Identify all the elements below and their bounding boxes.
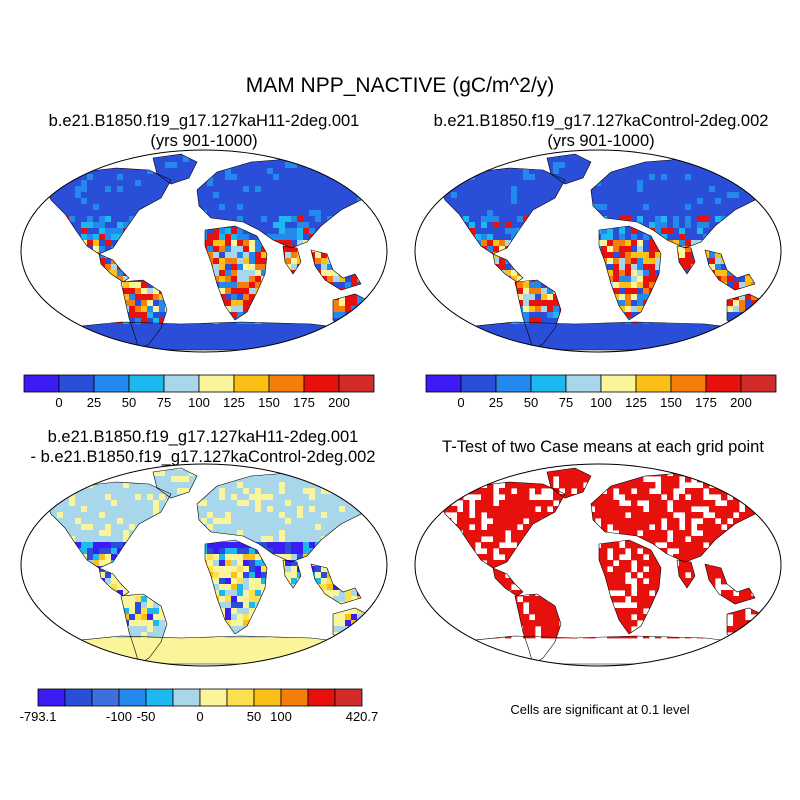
colorbar-box — [460, 374, 497, 393]
colorbar-box — [495, 374, 532, 393]
colorbar-label: 200 — [730, 395, 752, 410]
colorbar-box — [303, 374, 340, 393]
panel-diff-case1: b.e21.B1850.f19_g17.127kaH11-2deg.001 — [47, 428, 359, 446]
colorbar-label: 175 — [695, 395, 717, 410]
colorbar-label: -50 — [137, 709, 156, 724]
colorbar-label: -100 — [106, 709, 132, 724]
panel-case2-title: b.e21.B1850.f19_g17.127kaControl-2deg.00… — [406, 111, 796, 151]
colorbar-label: 50 — [122, 395, 136, 410]
panel-ttest-title: T-Test of two Case means at each grid po… — [442, 438, 764, 456]
colorbar-label: 25 — [489, 395, 503, 410]
panel-case1-years: (yrs 901-1000) — [150, 132, 258, 150]
colorbar-box — [172, 688, 201, 707]
significance-note: Cells are significant at 0.1 level — [510, 702, 690, 717]
colorbar-box — [163, 374, 200, 393]
colorbar-box — [226, 688, 255, 707]
colorbar-label: 0 — [457, 395, 464, 410]
colorbar-box — [635, 374, 672, 393]
colorbar-label: 125 — [223, 395, 245, 410]
map-border — [414, 149, 782, 353]
colorbar-box — [740, 374, 777, 393]
panel-case2-years: (yrs 901-1000) — [547, 132, 655, 150]
colorbar-box — [334, 688, 363, 707]
colorbar-label: 25 — [87, 395, 101, 410]
panel-case1-title: b.e21.B1850.f19_g17.127kaH11-2deg.001 (y… — [14, 111, 394, 151]
map-field-diff — [21, 464, 387, 666]
map-field-case1 — [21, 150, 387, 352]
colorbar-box — [565, 374, 602, 393]
colorbar-box — [705, 374, 742, 393]
map-panel-case1 — [20, 149, 388, 353]
colorbar-label: 50 — [524, 395, 538, 410]
colorbar-box — [280, 688, 309, 707]
colorbar-label: 75 — [559, 395, 573, 410]
colorbar-box — [600, 374, 637, 393]
colorbar-label: 50 — [247, 709, 261, 724]
colorbar-box — [37, 688, 66, 707]
colorbar-box — [199, 688, 228, 707]
colorbar-box — [198, 374, 235, 393]
colorbar-label: 0 — [196, 709, 203, 724]
colorbar-diff: -793.1 -100 -50 0 50 100 420.7 — [20, 688, 379, 724]
colorbar-box — [307, 688, 336, 707]
colorbar-box — [93, 374, 130, 393]
coastlines — [436, 467, 768, 665]
colorbar-box — [233, 374, 270, 393]
map-border — [20, 149, 388, 353]
colorbar-box — [425, 374, 462, 393]
colorbar-label: 0 — [55, 395, 62, 410]
map-grid-cells — [415, 464, 781, 639]
panel-case1-name: b.e21.B1850.f19_g17.127kaH11-2deg.001 — [48, 112, 360, 130]
colorbar-box — [253, 688, 282, 707]
colorbar-label: 125 — [625, 395, 647, 410]
map-panel-ttest — [414, 463, 782, 667]
colorbar-box — [338, 374, 375, 393]
colorbar-case1: 0 25 50 75 100 125 150 175 200 — [23, 374, 375, 410]
map-panel-diff — [20, 463, 388, 667]
colorbar-box — [91, 688, 120, 707]
colorbar-box — [23, 374, 60, 393]
colorbar-label: 100 — [188, 395, 210, 410]
map-panel-case2 — [414, 149, 782, 353]
colorbar-box — [64, 688, 93, 707]
colorbar-case2: 0 25 50 75 100 125 150 175 200 — [425, 374, 777, 410]
colorbar-label: -793.1 — [20, 709, 57, 724]
main-title: MAM NPP_NACTIVE (gC/m^2/y) — [245, 74, 555, 97]
panel-diff-title: b.e21.B1850.f19_g17.127kaH11-2deg.001 - … — [8, 427, 398, 467]
colorbar-label: 175 — [293, 395, 315, 410]
map-grid-cells — [21, 464, 387, 666]
colorbar-label: 150 — [258, 395, 280, 410]
colorbar-box — [58, 374, 95, 393]
colorbar-label: 75 — [157, 395, 171, 410]
colorbar-label: 100 — [590, 395, 612, 410]
colorbar-label: 200 — [328, 395, 350, 410]
panel-case2-name: b.e21.B1850.f19_g17.127kaControl-2deg.00… — [433, 112, 769, 130]
colorbar-label: 100 — [270, 709, 292, 724]
colorbar-box — [118, 688, 147, 707]
panel-diff-case2: - b.e21.B1850.f19_g17.127kaControl-2deg.… — [30, 448, 376, 466]
colorbar-box — [145, 688, 174, 707]
colorbar-box — [670, 374, 707, 393]
colorbars-layer: 0 25 50 75 100 125 150 175 200 0 25 50 75 100 125 150 17… — [20, 374, 777, 724]
colorbar-box — [530, 374, 567, 393]
map-border — [20, 463, 388, 667]
colorbar-label: 150 — [660, 395, 682, 410]
colorbar-label: 420.7 — [346, 709, 379, 724]
map-field-case2 — [415, 150, 781, 352]
map-grid-cells — [21, 150, 387, 352]
map-border — [414, 463, 782, 667]
colorbar-box — [268, 374, 305, 393]
map-grid-cells — [415, 150, 781, 352]
colorbar-box — [128, 374, 165, 393]
